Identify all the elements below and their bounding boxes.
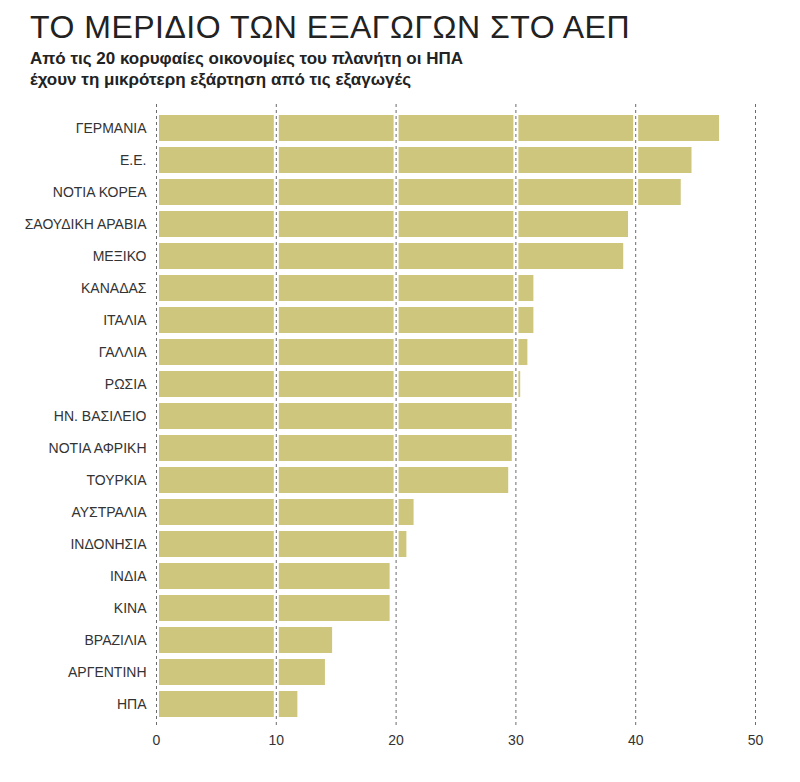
svg-text:ΙΝΔΟΝΗΣΙΑ: ΙΝΔΟΝΗΣΙΑ <box>70 536 147 552</box>
svg-text:40: 40 <box>628 732 644 748</box>
svg-text:ΜΕΞΙΚΟ: ΜΕΞΙΚΟ <box>93 248 147 264</box>
svg-text:30: 30 <box>508 732 524 748</box>
svg-text:ΡΩΣΙΑ: ΡΩΣΙΑ <box>105 376 147 392</box>
svg-text:0: 0 <box>153 732 161 748</box>
svg-text:ΓΑΛΛΙΑ: ΓΑΛΛΙΑ <box>99 344 147 360</box>
svg-text:ΚΑΝΑΔΑΣ: ΚΑΝΑΔΑΣ <box>81 280 147 296</box>
svg-text:50: 50 <box>748 732 764 748</box>
svg-text:ΚΙΝΑ: ΚΙΝΑ <box>114 600 147 616</box>
svg-text:ΓΕΡΜΑΝΙΑ: ΓΕΡΜΑΝΙΑ <box>76 120 147 136</box>
svg-text:ΑΥΣΤΡΑΛΙΑ: ΑΥΣΤΡΑΛΙΑ <box>71 504 147 520</box>
svg-text:ΗΝ. ΒΑΣΙΛΕΙΟ: ΗΝ. ΒΑΣΙΛΕΙΟ <box>54 408 147 424</box>
html-text:Από τις 20 κορυφαίες οικονομίε: Από τις 20 κορυφαίες οικονομίες του πλαν… <box>30 49 463 89</box>
svg-text:ΒΡΑΖΙΛΙΑ: ΒΡΑΖΙΛΙΑ <box>85 632 148 648</box>
svg-text:ΤΟΥΡΚΙΑ: ΤΟΥΡΚΙΑ <box>87 472 148 488</box>
svg-text:Ε.Ε.: Ε.Ε. <box>120 152 146 168</box>
svg-text:ΣΑΟΥΔΙΚΗ ΑΡΑΒΙΑ: ΣΑΟΥΔΙΚΗ ΑΡΑΒΙΑ <box>25 216 147 232</box>
svg-text:10: 10 <box>269 732 285 748</box>
svg-text:ΝΟΤΙΑ ΚΟΡΕΑ: ΝΟΤΙΑ ΚΟΡΕΑ <box>53 184 147 200</box>
html-text:ΤΟ ΜΕΡΙΔΙΟ ΤΩΝ ΕΞΑΓΩΓΩΝ ΣΤΟ ΑΕ: ΤΟ ΜΕΡΙΔΙΟ ΤΩΝ ΕΞΑΓΩΓΩΝ ΣΤΟ ΑΕΠ <box>30 9 630 45</box>
svg-text:ΗΠΑ: ΗΠΑ <box>117 696 147 712</box>
svg-text:20: 20 <box>388 732 404 748</box>
svg-text:ΙΝΔΙΑ: ΙΝΔΙΑ <box>110 568 147 584</box>
svg-text:ΙΤΑΛΙΑ: ΙΤΑΛΙΑ <box>103 312 147 328</box>
svg-text:ΑΡΓΕΝΤΙΝΗ: ΑΡΓΕΝΤΙΝΗ <box>68 664 147 680</box>
svg-text:ΝΟΤΙΑ ΑΦΡΙΚΗ: ΝΟΤΙΑ ΑΦΡΙΚΗ <box>49 440 147 456</box>
